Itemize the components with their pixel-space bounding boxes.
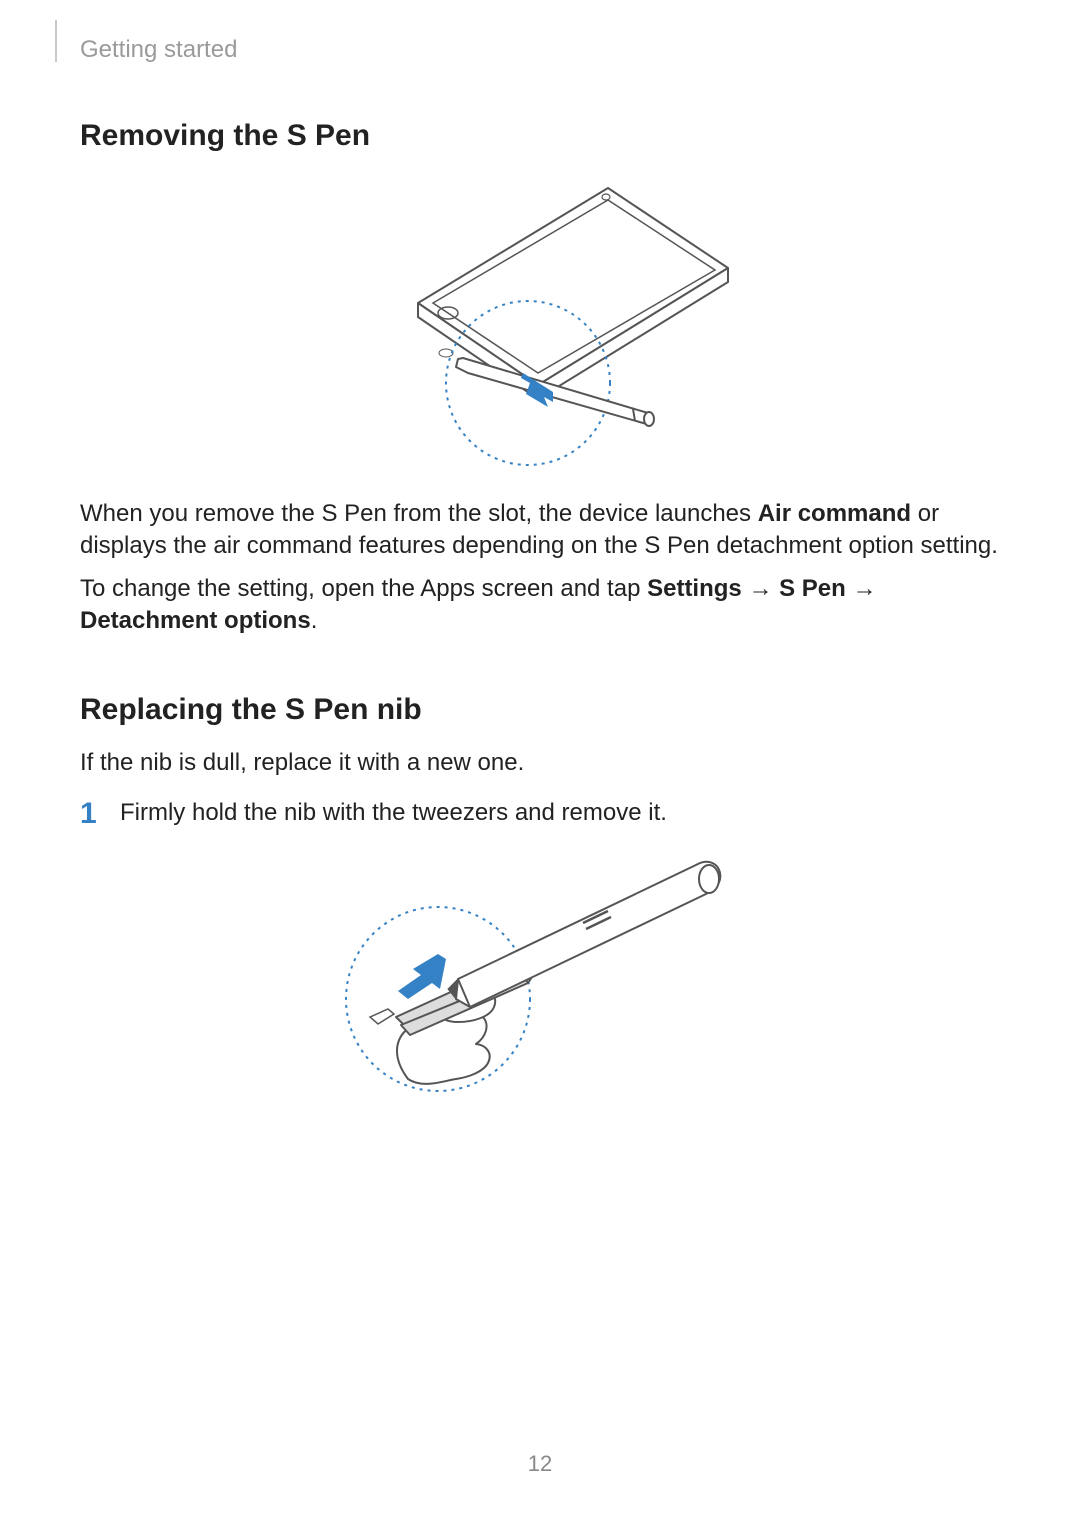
- nav-arrow: →: [846, 575, 877, 602]
- page-number: 12: [0, 1451, 1080, 1477]
- text-bold-air-command: Air command: [758, 500, 911, 527]
- para-replace-intro: If the nib is dull, replace it with a ne…: [80, 747, 1000, 779]
- text-bold-s-pen: S Pen: [779, 575, 846, 602]
- figure-replacing-nib: [55, 839, 1000, 1099]
- illustration-nib-tweezers: [298, 839, 758, 1099]
- heading-replacing-nib: Replacing the S Pen nib: [80, 693, 1000, 727]
- step-1: 1 Firmly hold the nib with the tweezers …: [80, 797, 1000, 829]
- page: Getting started Removing the S Pen: [0, 0, 1080, 1527]
- para-change-setting: To change the setting, open the Apps scr…: [80, 573, 1000, 638]
- para-air-command: When you remove the S Pen from the slot,…: [80, 498, 1000, 563]
- header-section-label: Getting started: [80, 30, 1000, 64]
- text-run: .: [311, 607, 318, 634]
- text-bold-detachment-options: Detachment options: [80, 607, 311, 634]
- step-number: 1: [80, 797, 120, 829]
- text-run: To change the setting, open the Apps scr…: [80, 575, 647, 602]
- header-rule: [55, 20, 57, 62]
- figure-removing-s-pen: [55, 173, 1000, 473]
- nav-arrow: →: [742, 575, 779, 602]
- illustration-tablet-spen: [298, 173, 758, 473]
- heading-removing-s-pen: Removing the S Pen: [80, 119, 1000, 153]
- text-bold-settings: Settings: [647, 575, 742, 602]
- step-text: Firmly hold the nib with the tweezers an…: [120, 797, 667, 829]
- text-run: When you remove the S Pen from the slot,…: [80, 500, 758, 527]
